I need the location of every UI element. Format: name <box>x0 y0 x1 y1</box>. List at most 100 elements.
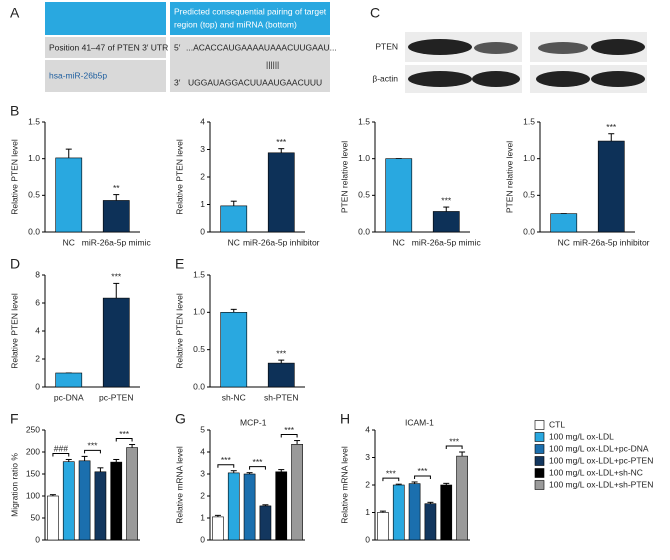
y-tick-label: 1.0 <box>523 153 535 163</box>
y-tick-label: 5 <box>200 424 205 434</box>
significance: ** <box>113 183 120 193</box>
bracket <box>249 466 266 470</box>
band <box>536 71 590 87</box>
y-tick-label: 50 <box>31 512 41 522</box>
y-axis-label: Relative PTEN level <box>174 139 184 215</box>
bar <box>78 460 91 541</box>
sequence-end: 5′ <box>174 42 181 52</box>
mirna-sequence: UGGAUAGGACUUAAUGAACUUU <box>188 77 322 87</box>
panel-label: B <box>10 103 19 119</box>
legend-label: CTL <box>549 419 565 429</box>
y-tick-label: 250 <box>26 424 40 434</box>
y-tick-label: 2 <box>200 171 205 181</box>
bar <box>220 205 248 233</box>
panel-label: D <box>10 256 20 272</box>
x-tick-label: NC <box>558 237 570 247</box>
panel-label: C <box>370 5 380 21</box>
blot-label: PTEN <box>375 41 398 51</box>
panel-label: H <box>340 411 350 427</box>
bar <box>385 158 413 233</box>
band <box>408 71 472 87</box>
y-tick-label: 0.0 <box>523 226 535 236</box>
table-header: Predicted consequential pairing of targe… <box>174 6 327 16</box>
x-tick-label: NC <box>228 237 240 247</box>
bar <box>267 152 295 233</box>
x-tick-label: pc-PTEN <box>99 392 133 402</box>
x-tick-label: sh-NC <box>222 392 246 402</box>
significance: *** <box>449 436 460 446</box>
bar <box>47 495 59 541</box>
significance: *** <box>418 466 429 476</box>
target-sequence: ...ACACCAUGAAAAUAAACUUGAAU... <box>186 42 337 52</box>
y-tick-label: 0.5 <box>358 190 370 200</box>
x-tick-label: NC <box>63 237 75 247</box>
y-tick-label: 1.0 <box>358 153 370 163</box>
panel-label: E <box>175 256 184 272</box>
bar <box>220 312 248 388</box>
significance: *** <box>253 457 264 467</box>
panel-label: G <box>175 411 186 427</box>
bracket <box>382 477 400 482</box>
y-tick-label: 0.0 <box>193 381 205 391</box>
y-tick-label: 3 <box>365 452 370 462</box>
x-tick-label: pc-DNA <box>54 392 84 402</box>
legend-label: 100 mg/L ox-LDL+sh-PTEN <box>549 479 653 489</box>
y-tick-label: 3 <box>200 144 205 154</box>
y-tick-label: 0.0 <box>358 226 370 236</box>
bar <box>550 213 578 233</box>
bar <box>392 484 405 541</box>
significance: *** <box>276 348 287 358</box>
y-tick-label: 100 <box>26 490 40 500</box>
y-tick-label: 1.5 <box>28 116 40 126</box>
bar <box>456 455 468 541</box>
y-axis-label: Migration ratio % <box>9 453 19 517</box>
x-tick-label: miR-26a-5p mimic <box>412 237 482 247</box>
table-header-cell <box>45 2 166 35</box>
y-axis-label: Relative PTEN level <box>174 293 184 369</box>
bar <box>243 473 256 541</box>
significance: ### <box>54 444 68 454</box>
bar <box>432 211 460 233</box>
bar <box>227 472 240 541</box>
blot-label: β-actin <box>372 73 398 83</box>
y-tick-label: 1 <box>200 512 205 522</box>
y-tick-label: 1 <box>200 199 205 209</box>
y-tick-label: 0 <box>200 226 205 236</box>
y-tick-label: 0.5 <box>193 344 205 354</box>
y-tick-label: 0 <box>365 534 370 544</box>
band <box>538 42 588 54</box>
y-tick-label: 200 <box>26 446 40 456</box>
bracket <box>280 434 298 438</box>
y-tick-label: 1.5 <box>358 116 370 126</box>
band <box>408 39 472 55</box>
mirna-name: hsa-miR-26b5p <box>49 70 107 80</box>
bar <box>424 503 437 541</box>
chart-title: ICAM-1 <box>405 417 434 427</box>
table-cell <box>45 37 166 58</box>
x-tick-label: miR-26a-5p inhibitor <box>573 237 650 247</box>
x-tick-label: sh-PTEN <box>264 392 298 402</box>
significance: *** <box>111 272 122 282</box>
bar <box>102 297 130 388</box>
band <box>474 42 518 54</box>
y-tick-label: 1 <box>365 507 370 517</box>
significance: *** <box>221 455 232 465</box>
bar <box>55 372 83 388</box>
significance: *** <box>276 137 287 147</box>
bar <box>291 443 303 541</box>
legend-swatch <box>534 468 545 478</box>
panel-label: A <box>10 5 20 21</box>
table-cell <box>45 60 166 92</box>
legend-swatch <box>534 432 545 442</box>
bracket <box>84 449 101 454</box>
bracket <box>52 452 70 457</box>
table-header: region (top) and miRNA (bottom) <box>174 19 297 29</box>
target-site: Position 41–47 of PTEN 3′ UTR <box>49 42 168 52</box>
table-cell <box>170 37 330 92</box>
significance: *** <box>441 195 452 205</box>
legend-label: 100 mg/L ox-LDL+sh-NC <box>549 467 643 477</box>
panel-label: F <box>10 411 19 427</box>
y-tick-label: 3 <box>200 468 205 478</box>
y-tick-label: 4 <box>35 325 40 335</box>
